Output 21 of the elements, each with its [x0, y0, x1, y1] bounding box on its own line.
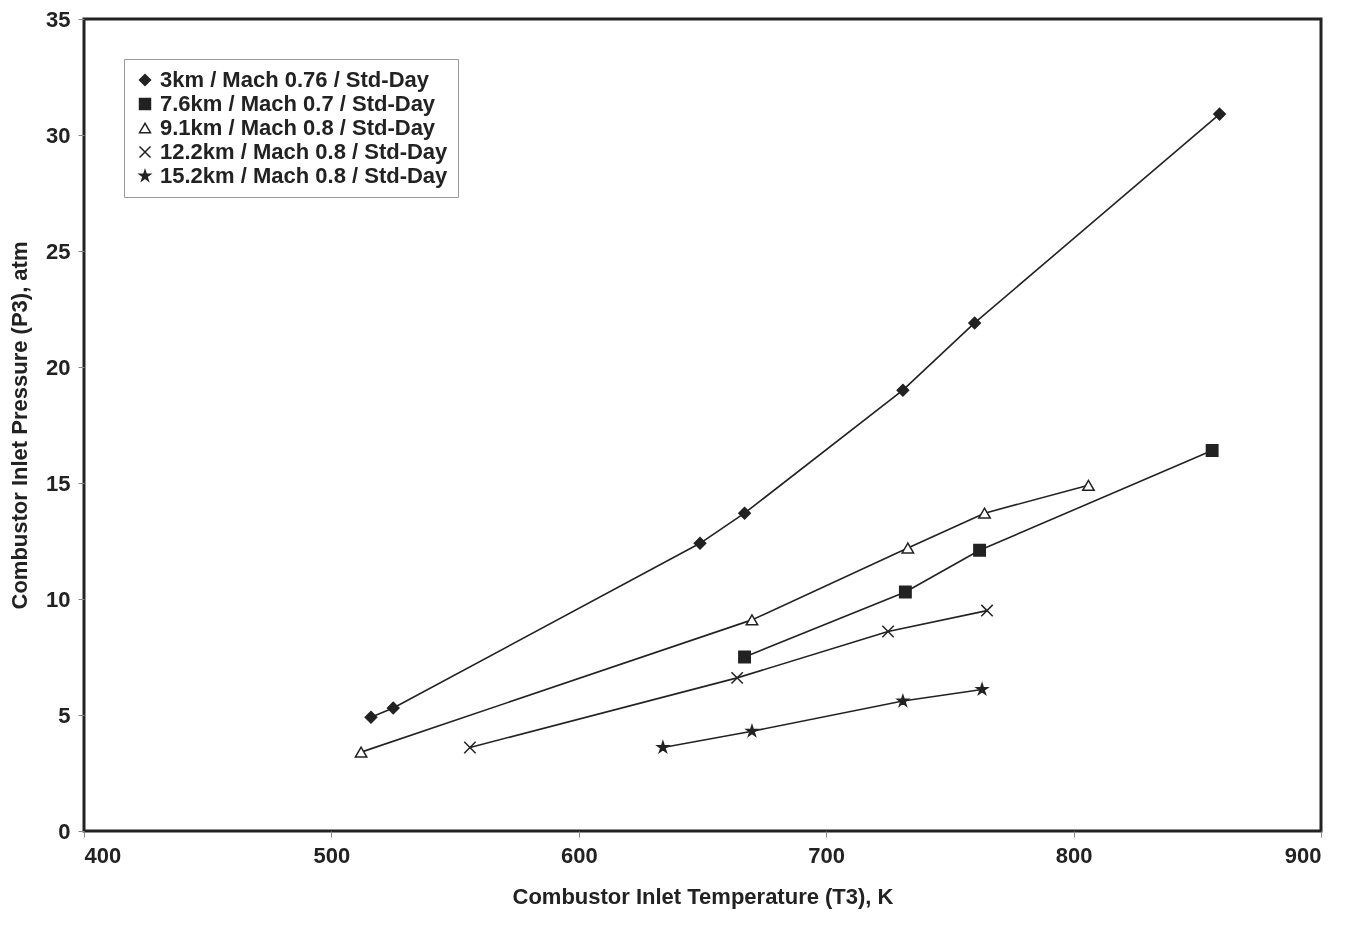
y-tick-label: 10 [46, 586, 71, 612]
x-tick-label: 800 [1055, 842, 1093, 868]
y-tick-label: 20 [46, 354, 71, 380]
legend-label: 12.2km / Mach 0.8 / Std-Day [160, 139, 449, 164]
y-tick-label: 15 [46, 470, 71, 496]
y-tick-label: 25 [46, 238, 71, 264]
y-tick-label: 5 [58, 702, 71, 728]
x-tick-label: 700 [808, 842, 846, 868]
y-axis-title: Combustor Inlet Pressure (P3), atm [7, 241, 33, 610]
y-tick-label: 0 [58, 818, 71, 844]
y-tick-label: 30 [46, 122, 71, 148]
legend-label: 9.1km / Mach 0.8 / Std-Day [160, 115, 436, 140]
legend-label: 15.2km / Mach 0.8 / Std-Day [160, 163, 449, 188]
x-tick-label: 400 [84, 842, 122, 868]
x-tick-label: 900 [1284, 842, 1322, 868]
y-tick-label: 35 [46, 6, 71, 32]
legend-label: 3km / Mach 0.76 / Std-Day [160, 67, 430, 92]
legend-label: 7.6km / Mach 0.7 / Std-Day [160, 91, 436, 116]
x-tick-label: 600 [560, 842, 598, 868]
x-axis-title: Combustor Inlet Temperature (T3), K [512, 883, 894, 909]
x-tick-label: 500 [313, 842, 351, 868]
